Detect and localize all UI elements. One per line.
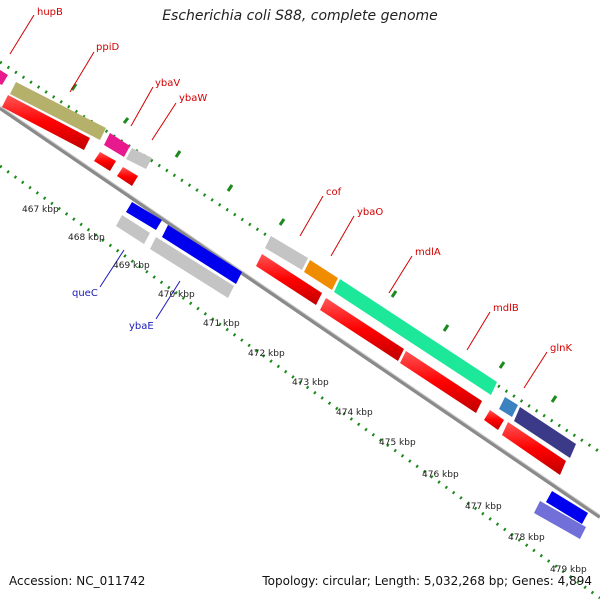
leader-ybaW bbox=[151, 102, 177, 141]
label-mdlA[interactable]: mdlA bbox=[415, 247, 441, 258]
ruler-label: 469 kbp bbox=[113, 261, 150, 271]
cds-glnK[interactable] bbox=[502, 422, 566, 475]
label-queC[interactable]: queC bbox=[72, 288, 98, 299]
leader-queC bbox=[99, 249, 125, 288]
ruler-label: 468 kbp bbox=[68, 233, 105, 243]
ruler-label: 470 kbp bbox=[158, 290, 195, 300]
gene-ybaV[interactable] bbox=[104, 133, 130, 157]
cds-ppiD[interactable] bbox=[2, 95, 90, 150]
ruler-label: 471 kbp bbox=[203, 319, 240, 329]
label-hupB[interactable]: hupB bbox=[37, 7, 63, 18]
gene-ybaO[interactable] bbox=[304, 260, 338, 290]
accession-text: Accession: NC_011742 bbox=[9, 574, 146, 588]
cds-ybaW[interactable] bbox=[117, 167, 138, 186]
leader-ybaV bbox=[130, 86, 154, 127]
label-ybaW[interactable]: ybaW bbox=[179, 93, 207, 104]
cds-mdlB[interactable] bbox=[484, 410, 504, 430]
gene-mdlA-mdlB[interactable] bbox=[334, 279, 497, 395]
gene-glnK[interactable] bbox=[499, 397, 518, 417]
gene-ybaD[interactable] bbox=[126, 202, 162, 230]
ruler-label: 472 kbp bbox=[248, 349, 285, 359]
cds-mdlA[interactable] bbox=[400, 351, 482, 413]
gene-ybaY[interactable] bbox=[534, 501, 586, 539]
outer-major-ticks bbox=[70, 83, 558, 403]
leader-ppiD bbox=[69, 51, 95, 93]
leader-ybaE bbox=[155, 280, 181, 320]
cds-cof[interactable] bbox=[256, 254, 322, 305]
ruler-label: 473 kbp bbox=[292, 378, 329, 388]
ruler-label: 467 kbp bbox=[22, 205, 59, 215]
gene-tesB[interactable] bbox=[546, 491, 588, 524]
leader-ybaO bbox=[330, 215, 355, 257]
ruler-line bbox=[0, 164, 600, 600]
label-cof[interactable]: cof bbox=[326, 187, 342, 198]
label-ybaV[interactable]: ybaV bbox=[155, 78, 180, 89]
cds-ybaO[interactable] bbox=[320, 298, 404, 361]
gene-cof[interactable] bbox=[265, 236, 308, 270]
leader-cof bbox=[299, 195, 324, 237]
gene-ybaE[interactable] bbox=[150, 237, 234, 298]
leader-mdlA bbox=[388, 255, 413, 294]
ruler-label: 477 kbp bbox=[465, 502, 502, 512]
gene-ybaW[interactable] bbox=[126, 148, 152, 169]
ruler-label: 474 kbp bbox=[336, 408, 373, 418]
genome-title: Escherichia coli S88, complete genome bbox=[162, 8, 438, 24]
leader-mdlB bbox=[466, 311, 491, 351]
gene-ppiD[interactable] bbox=[10, 82, 106, 140]
leader-glnK bbox=[523, 351, 548, 389]
label-ybaE[interactable]: ybaE bbox=[129, 321, 154, 332]
ruler-label: 479 kbp bbox=[550, 565, 587, 575]
gene-amtB[interactable] bbox=[514, 407, 576, 458]
gene-ybaE-blue[interactable] bbox=[162, 225, 242, 284]
genome-backbone bbox=[0, 106, 600, 519]
ruler-label: 475 kbp bbox=[379, 438, 416, 448]
label-ppiD[interactable]: ppiD bbox=[96, 42, 119, 53]
cds-ybaV[interactable] bbox=[94, 152, 116, 171]
ruler-label: 478 kbp bbox=[508, 533, 545, 543]
label-mdlB[interactable]: mdlB bbox=[493, 303, 519, 314]
label-glnK[interactable]: glnK bbox=[550, 343, 572, 354]
leader-hupB bbox=[9, 14, 35, 55]
genome-summary-text: Topology: circular; Length: 5,032,268 bp… bbox=[262, 574, 592, 588]
label-ybaO[interactable]: ybaO bbox=[357, 207, 383, 218]
gene-queC[interactable] bbox=[116, 215, 150, 244]
gene-hupB[interactable] bbox=[0, 70, 8, 85]
ruler-label: 476 kbp bbox=[422, 470, 459, 480]
